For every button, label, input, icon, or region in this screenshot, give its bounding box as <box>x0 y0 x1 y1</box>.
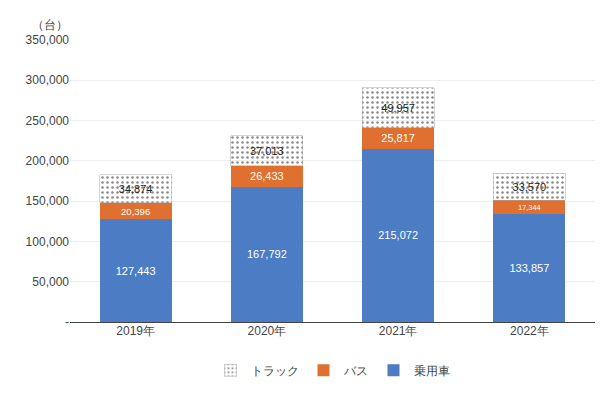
svg-text:50,000: 50,000 <box>32 275 69 289</box>
svg-text:34,874: 34,874 <box>119 183 153 195</box>
svg-text:200,000: 200,000 <box>26 154 70 168</box>
svg-text:2022年: 2022年 <box>510 324 549 338</box>
svg-text:150,000: 150,000 <box>26 194 70 208</box>
svg-text:33,570: 33,570 <box>513 181 547 193</box>
svg-text:49,957: 49,957 <box>381 102 415 114</box>
svg-text:乗用車: 乗用車 <box>414 364 450 378</box>
svg-text:25,817: 25,817 <box>381 132 415 144</box>
svg-text:133,857: 133,857 <box>509 262 549 274</box>
svg-text:2019年: 2019年 <box>116 324 155 338</box>
svg-text:250,000: 250,000 <box>26 114 70 128</box>
svg-text:バス: バス <box>343 364 368 378</box>
svg-text:100,000: 100,000 <box>26 235 70 249</box>
svg-text:37,013: 37,013 <box>250 145 284 157</box>
svg-text:215,072: 215,072 <box>378 229 418 241</box>
svg-text:350,000: 350,000 <box>26 33 70 47</box>
svg-text:2021年: 2021年 <box>379 324 418 338</box>
svg-text:（台）: （台） <box>32 18 68 32</box>
svg-text:20,396: 20,396 <box>121 206 150 217</box>
svg-text:トラック: トラック <box>251 364 299 378</box>
svg-text:-: - <box>65 315 69 329</box>
svg-text:26,433: 26,433 <box>250 170 284 182</box>
svg-text:167,792: 167,792 <box>247 248 287 260</box>
svg-text:127,443: 127,443 <box>116 265 156 277</box>
svg-text:2020年: 2020年 <box>248 324 287 338</box>
svg-text:300,000: 300,000 <box>26 73 70 87</box>
svg-text:17,344: 17,344 <box>518 203 540 212</box>
